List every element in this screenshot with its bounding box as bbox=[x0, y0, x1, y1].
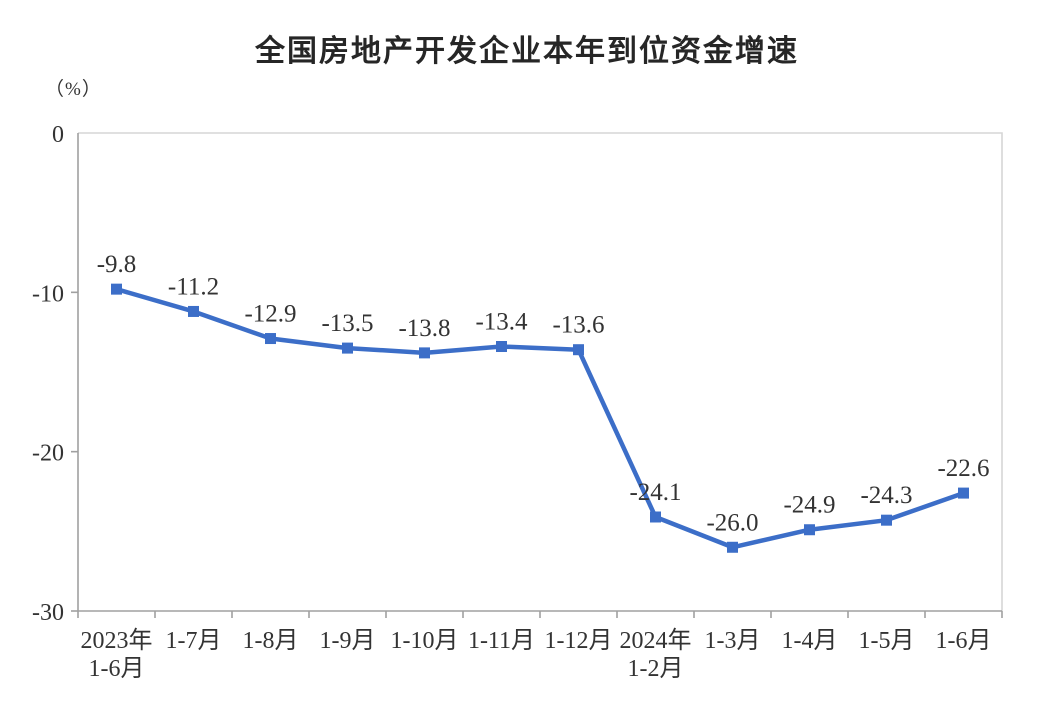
x-tick-label: 1-12月 bbox=[545, 628, 613, 654]
plot-frame bbox=[78, 132, 1003, 611]
data-point-marker bbox=[342, 342, 353, 354]
x-tick-label: 1-8月 bbox=[243, 628, 299, 654]
y-tick-label: 0 bbox=[52, 122, 64, 148]
data-point-marker bbox=[265, 333, 276, 345]
data-point-marker bbox=[111, 283, 122, 295]
data-point-marker bbox=[727, 541, 738, 553]
chart-title: 全国房地产开发企业本年到位资金增速 bbox=[255, 35, 799, 68]
data-point-label: -24.1 bbox=[629, 479, 681, 506]
data-point-label: -24.9 bbox=[783, 492, 835, 519]
x-tick-label: 1-5月 bbox=[859, 628, 915, 654]
data-point-label: -13.8 bbox=[398, 315, 450, 342]
x-tick-label: 1-9月 bbox=[320, 628, 376, 654]
data-point-marker bbox=[188, 305, 199, 317]
data-point-marker bbox=[804, 524, 815, 536]
data-series-line bbox=[114, 286, 966, 550]
x-tick-label: 1-10月 bbox=[391, 628, 459, 654]
data-point-label: -13.4 bbox=[475, 309, 528, 336]
y-tick-label: -20 bbox=[32, 441, 64, 467]
x-tick-label: 1-4月 bbox=[782, 628, 838, 654]
data-point-marker bbox=[419, 347, 430, 359]
x-tick-label: 1-6月 bbox=[89, 656, 145, 682]
x-tick-label: 1-3月 bbox=[705, 628, 761, 654]
data-point-marker bbox=[650, 511, 661, 523]
y-axis-unit-label: （%） bbox=[45, 79, 102, 100]
x-tick-label: 1-7月 bbox=[166, 628, 222, 654]
data-point-marker bbox=[881, 514, 892, 526]
data-point-label: -22.6 bbox=[937, 455, 989, 482]
data-point-label: -26.0 bbox=[706, 509, 758, 536]
x-tick-label: 1-6月 bbox=[936, 628, 992, 654]
x-tick-label: 2024年 bbox=[620, 627, 692, 654]
x-tick-label: 1-2月 bbox=[628, 656, 684, 682]
data-point-label: -11.2 bbox=[168, 273, 219, 300]
data-point-marker bbox=[573, 344, 584, 356]
data-point-marker bbox=[958, 487, 969, 499]
data-point-label: -13.5 bbox=[321, 310, 373, 337]
x-tick-label: 2023年 bbox=[81, 627, 153, 654]
data-point-label: -12.9 bbox=[244, 301, 296, 328]
data-point-label: -9.8 bbox=[97, 251, 137, 278]
data-point-label: -13.6 bbox=[552, 312, 604, 339]
data-point-label: -24.3 bbox=[860, 482, 912, 509]
x-tick-label: 1-11月 bbox=[468, 628, 535, 654]
y-tick-label: -10 bbox=[32, 281, 64, 307]
data-point-marker bbox=[496, 341, 507, 353]
y-tick-label: -30 bbox=[32, 600, 64, 626]
